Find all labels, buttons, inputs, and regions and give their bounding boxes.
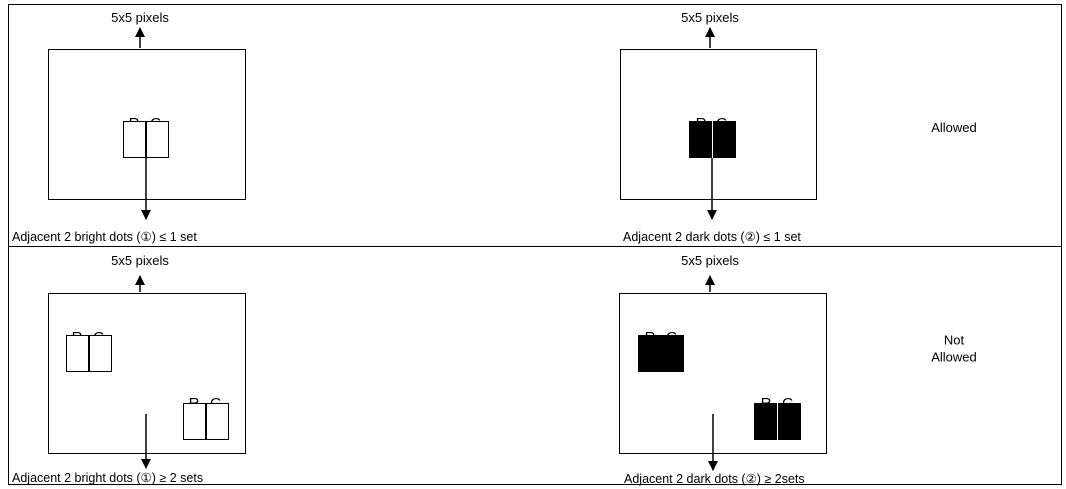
top-label: 5x5 pixels — [681, 10, 739, 25]
dark-dot-g — [713, 121, 736, 158]
verdict-allowed: Allowed — [931, 120, 977, 135]
row-allowed: 5x5 pixels R G Adjacent 2 bright dots (①… — [12, 10, 977, 244]
bright-dot-g — [146, 121, 169, 158]
pixel-area-5x5 — [48, 49, 246, 200]
caption: Adjacent 2 bright dots (①) ≤ 1 set — [12, 230, 197, 244]
pixel-area-5x5 — [619, 293, 827, 454]
dot-label-g: G — [716, 115, 728, 132]
dark-dot-r — [689, 121, 712, 158]
caption: Adjacent 2 dark dots (②) ≥ 2sets — [624, 472, 805, 486]
table-frame — [8, 4, 1062, 485]
bright-dot-g — [206, 403, 229, 440]
panel-bright-dots-two-sets: 5x5 pixels R G R G Adjacent 2 bright dot… — [12, 253, 246, 485]
caption: Adjacent 2 dark dots (②) ≤ 1 set — [623, 230, 801, 244]
bright-dot-r — [123, 121, 146, 158]
dot-pair: R G — [638, 329, 684, 372]
dark-dot-g — [661, 335, 684, 372]
panel-dark-dots-two-sets: 5x5 pixels R G R G Adjacent 2 dark dots … — [619, 253, 827, 486]
panel-dark-dots-one-set: 5x5 pixels R G Adjacent 2 dark dots (②) … — [620, 10, 817, 244]
dark-dot-g — [778, 403, 801, 440]
dot-pair: R G — [689, 115, 736, 158]
verdict-line: Allowed — [931, 350, 977, 365]
top-label: 5x5 pixels — [111, 253, 169, 268]
top-label: 5x5 pixels — [681, 253, 739, 268]
dot-pair: R G — [123, 115, 169, 158]
dot-label-g: G — [782, 395, 794, 412]
caption: Adjacent 2 bright dots (①) ≥ 2 sets — [12, 471, 203, 485]
dot-pair: R G — [183, 395, 229, 440]
dot-pair: R G — [754, 395, 801, 440]
dark-dot-r — [754, 403, 777, 440]
bright-dot-r — [66, 335, 89, 372]
top-label: 5x5 pixels — [111, 10, 169, 25]
dot-label-g: G — [666, 329, 678, 346]
dot-pair: R G — [66, 329, 112, 372]
pixel-area-5x5 — [48, 293, 246, 454]
dot-label-r: R — [696, 115, 707, 132]
dot-label-r: R — [761, 395, 772, 412]
pixel-area-5x5 — [620, 49, 817, 200]
row-not-allowed: 5x5 pixels R G R G Adjacent 2 bright dot… — [12, 253, 977, 486]
bright-dot-r — [183, 403, 206, 440]
verdict-not-allowed: Not Allowed — [931, 333, 977, 365]
verdict-line: Allowed — [931, 120, 977, 135]
bright-dot-g — [89, 335, 112, 372]
panel-bright-dots-one-set: 5x5 pixels R G Adjacent 2 bright dots (①… — [12, 10, 246, 244]
dark-dot-r — [638, 335, 661, 372]
verdict-line: Not — [944, 333, 965, 348]
dot-label-r: R — [645, 329, 656, 346]
